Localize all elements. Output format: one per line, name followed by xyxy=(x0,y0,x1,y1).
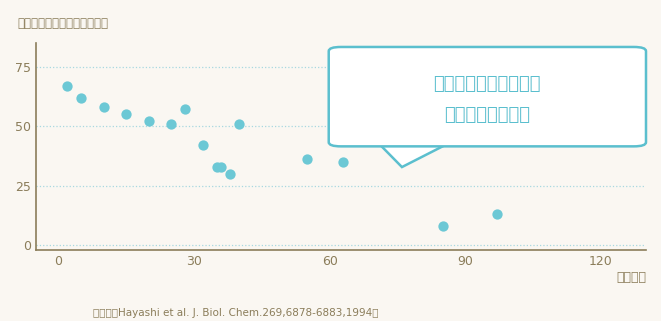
Point xyxy=(301,157,312,162)
Point xyxy=(216,164,227,169)
Polygon shape xyxy=(377,142,451,167)
Point xyxy=(198,143,208,148)
Point xyxy=(234,121,245,126)
Text: 加齢とともに減少: 加齢とともに減少 xyxy=(444,106,530,124)
Point xyxy=(98,105,109,110)
Point xyxy=(166,121,176,126)
Point xyxy=(438,223,448,229)
Point xyxy=(143,119,154,124)
Point xyxy=(62,83,73,88)
Point xyxy=(338,159,348,164)
Point xyxy=(121,112,132,117)
X-axis label: （年齢）: （年齢） xyxy=(616,271,646,283)
Point xyxy=(492,212,502,217)
Point xyxy=(212,164,222,169)
Point xyxy=(76,95,87,100)
Text: 体内のＡＬＡ生産量は: 体内のＡＬＡ生産量は xyxy=(434,75,541,93)
Point xyxy=(225,171,235,176)
FancyBboxPatch shape xyxy=(329,47,646,146)
Point xyxy=(180,107,190,112)
Text: （出典：Hayashi et al. J. Biol. Chem.269,6878-6883,1994）: （出典：Hayashi et al. J. Biol. Chem.269,687… xyxy=(93,308,378,318)
Point xyxy=(360,133,371,138)
Text: （シトクロム酸化酵素活性）: （シトクロム酸化酵素活性） xyxy=(18,17,108,30)
